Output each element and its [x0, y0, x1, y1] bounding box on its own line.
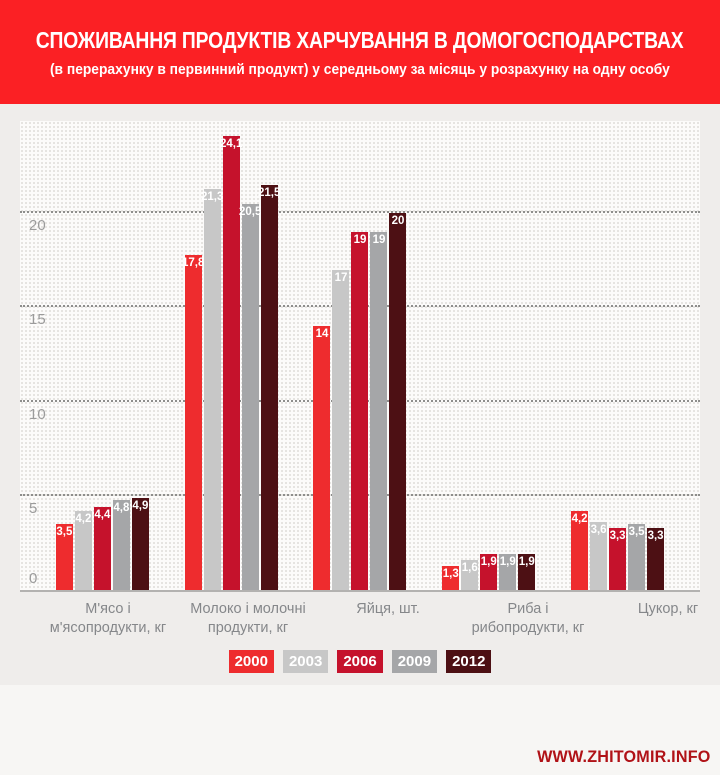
bar-2006: 3,3 [609, 527, 627, 590]
bar-value-label: 3,3 [647, 529, 664, 542]
plot-area: 0 5 10 15 20 3,5 4,2 4,4 4,8 4,9 17,8 21,3 24,1 20,5… [20, 121, 700, 592]
bar-group-5: 4,2 3,6 3,3 3,5 3,3 [571, 510, 665, 590]
bar-2003: 17 [332, 269, 350, 590]
bar-value-label: 20,5 [238, 205, 262, 218]
bar-value-label: 3,3 [609, 529, 626, 542]
footer: WWW.ZHITOMIR.INFO [0, 685, 720, 775]
bar-2009: 19 [370, 232, 388, 590]
bar-value-label: 17 [334, 271, 348, 284]
bar-group-1: 3,5 4,2 4,4 4,8 4,9 [55, 497, 149, 590]
bar-value-label: 3,5 [628, 526, 645, 539]
y-tick-label: 0 [29, 570, 38, 587]
gridline-y-20: 20 [20, 211, 700, 234]
bar-value-label: 1,6 [461, 561, 478, 574]
category-label-2: Молоко і молочні продукти, кг [178, 600, 318, 642]
bar-2009: 1,9 [499, 554, 517, 590]
bar-value-label: 4,2 [571, 512, 588, 525]
legend-item-2003: 2003 [282, 650, 329, 673]
category-label-line: М'ясо і [85, 601, 131, 617]
category-axis: М'ясо і м'ясопродукти, кг Молоко і молочні… [20, 592, 700, 642]
bar-value-label: 1,9 [518, 556, 535, 569]
category-label-line: Цукор, кг [637, 601, 699, 617]
bar-value-label: 4,4 [94, 509, 111, 522]
bar-2003: 4,2 [74, 510, 92, 590]
bar-value-label: 1,3 [442, 567, 459, 580]
bar-2012: 3,3 [647, 527, 665, 590]
bar-value-label: 1,9 [480, 556, 497, 569]
category-label-1: М'ясо і м'ясопродукти, кг [38, 600, 178, 642]
bar-value-label: 19 [372, 234, 386, 246]
y-tick-label: 15 [29, 311, 46, 329]
bar-value-label: 19 [353, 234, 367, 246]
category-label-line: Яйця, шт. [356, 601, 420, 617]
bar-value-label: 21,3 [200, 190, 224, 203]
bar-group-2: 17,8 21,3 24,1 20,5 21,5 [181, 136, 281, 590]
bar-2009: 4,8 [112, 499, 130, 590]
bar-2006: 4,4 [93, 507, 111, 590]
legend-item-2000: 2000 [228, 650, 274, 673]
y-tick-label: 20 [29, 217, 46, 235]
category-label-line: м'ясопродукти, кг [49, 620, 167, 637]
bar-2000: 1,3 [442, 565, 460, 590]
bar-value-label: 3,6 [590, 524, 607, 537]
bar-value-label: 14 [315, 328, 329, 341]
header-banner: СПОЖИВАННЯ ПРОДУКТІВ ХАРЧУВАННЯ В ДОМОГО… [0, 0, 720, 104]
category-label-line: Молоко і молочні [190, 601, 306, 617]
bar-2009: 20,5 [238, 203, 262, 590]
bar-groups: 3,5 4,2 4,4 4,8 4,9 17,8 21,3 24,1 20,5 21,5 14 17 1… [20, 121, 700, 590]
bar-2006: 24,1 [219, 136, 243, 590]
bar-value-label: 21,5 [257, 186, 281, 199]
bar-value-label: 1,9 [499, 556, 516, 569]
legend-item-2012: 2012 [446, 650, 492, 673]
bar-group-4: 1,3 1,6 1,9 1,9 1,9 [442, 554, 536, 590]
website-url: WWW.ZHITOMIR.INFO [536, 747, 710, 766]
bar-value-label: 4,2 [75, 512, 92, 525]
bar-2000: 3,5 [55, 524, 73, 590]
chart-subtitle: (в перерахунку в первинний продукт) у се… [50, 60, 670, 78]
bar-2000: 4,2 [571, 510, 589, 590]
bar-value-label: 24,1 [219, 138, 243, 150]
bar-2000: 17,8 [181, 254, 205, 590]
category-label-3: Яйця, шт. [318, 600, 458, 642]
legend: 2000 2003 2006 2009 2012 [0, 650, 720, 673]
chart-title: СПОЖИВАННЯ ПРОДУКТІВ ХАРЧУВАННЯ В ДОМОГО… [36, 26, 684, 53]
category-label-4: Риба і рибопродукти, кг [458, 600, 598, 642]
bar-2000: 14 [313, 326, 331, 590]
bar-value-label: 20 [391, 215, 405, 228]
bar-2009: 3,5 [628, 524, 646, 590]
category-label-line: Риба і [507, 601, 549, 617]
bar-2003: 21,3 [200, 188, 224, 590]
bar-2012: 4,9 [131, 497, 149, 590]
y-tick-label: 10 [29, 405, 46, 423]
bar-value-label: 17,8 [181, 256, 205, 269]
legend-item-2009: 2009 [391, 650, 438, 673]
bar-value-label: 4,8 [113, 501, 130, 514]
bar-2012: 21,5 [257, 184, 281, 590]
legend-item-2006: 2006 [337, 650, 383, 673]
bar-2003: 1,6 [461, 559, 479, 590]
bar-2006: 1,9 [480, 554, 498, 590]
bar-2006: 19 [351, 232, 369, 590]
category-label-line: рибопродукти, кг [471, 620, 585, 637]
chart-panel: 0 5 10 15 20 3,5 4,2 4,4 4,8 4,9 17,8 21,3 24,1 20,5… [0, 104, 720, 673]
bar-value-label: 4,9 [132, 499, 149, 512]
bar-2012: 1,9 [518, 554, 536, 590]
bar-2012: 20 [389, 213, 407, 590]
category-label-5: Цукор, кг [598, 600, 720, 642]
y-tick-label: 5 [29, 499, 38, 517]
bar-value-label: 3,5 [56, 526, 73, 539]
bar-group-3: 14 17 19 19 20 [313, 213, 407, 590]
bar-2003: 3,6 [590, 522, 608, 590]
category-label-line: продукти, кг [207, 620, 289, 637]
